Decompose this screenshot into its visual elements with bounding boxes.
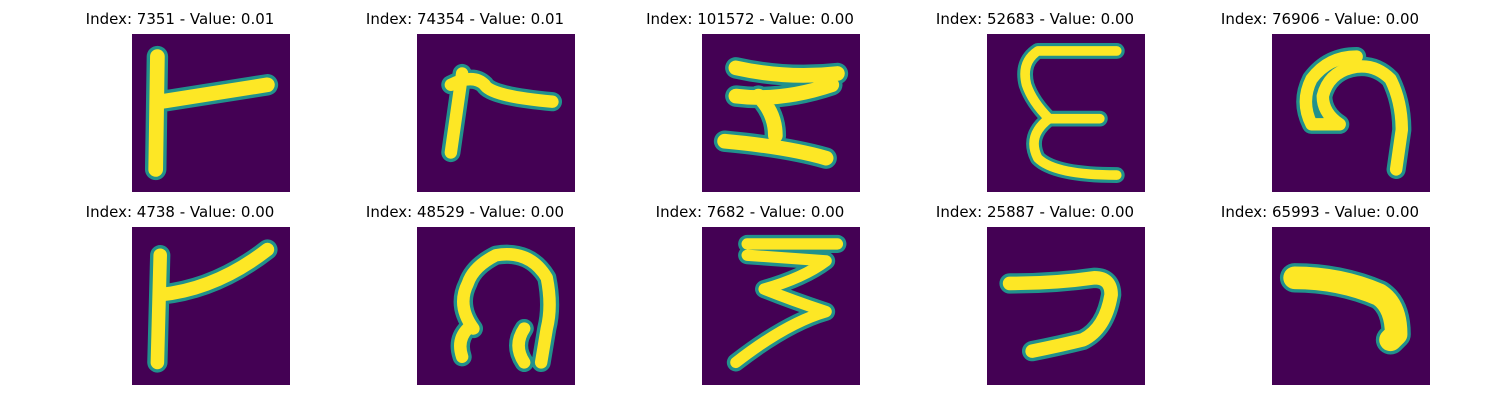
digit-image: [987, 34, 1145, 192]
panel-title: Index: 25887 - Value: 0.00: [935, 203, 1135, 221]
glyph-8: [702, 227, 860, 385]
digit-image: [417, 34, 575, 192]
panel-9: Index: 25887 - Value: 0.00: [885, 193, 1185, 385]
digit-image: [132, 227, 290, 385]
panel-7: Index: 48529 - Value: 0.00: [315, 193, 615, 385]
panel-title: Index: 48529 - Value: 0.00: [365, 203, 565, 221]
glyph-4: [987, 34, 1145, 192]
glyph-10: [1272, 227, 1430, 385]
glyph-9: [987, 227, 1145, 385]
panel-8: Index: 7682 - Value: 0.00: [600, 193, 900, 385]
panel-3: Index: 101572 - Value: 0.00: [600, 0, 900, 192]
digit-image: [1272, 34, 1430, 192]
panel-title: Index: 7351 - Value: 0.01: [85, 10, 275, 28]
panel-2: Index: 74354 - Value: 0.01: [315, 0, 615, 192]
panel-title: Index: 52683 - Value: 0.00: [935, 10, 1135, 28]
panel-title: Index: 76906 - Value: 0.00: [1220, 10, 1420, 28]
glyph-7: [417, 227, 575, 385]
panel-5: Index: 76906 - Value: 0.00: [1170, 0, 1470, 192]
glyph-2: [417, 34, 575, 192]
digit-image: [702, 227, 860, 385]
panel-6: Index: 4738 - Value: 0.00: [30, 193, 330, 385]
panel-title: Index: 101572 - Value: 0.00: [646, 10, 854, 28]
panel-title: Index: 74354 - Value: 0.01: [365, 10, 565, 28]
digit-image: [1272, 227, 1430, 385]
panel-1: Index: 7351 - Value: 0.01: [30, 0, 330, 192]
glyph-5: [1272, 34, 1430, 192]
digit-image: [702, 34, 860, 192]
glyph-1: [132, 34, 290, 192]
digit-image: [417, 227, 575, 385]
panel-10: Index: 65993 - Value: 0.00: [1170, 193, 1470, 385]
digit-image: [132, 34, 290, 192]
panel-title: Index: 4738 - Value: 0.00: [85, 203, 275, 221]
panel-4: Index: 52683 - Value: 0.00: [885, 0, 1185, 192]
digit-image: [987, 227, 1145, 385]
glyph-3: [702, 34, 860, 192]
panel-title: Index: 7682 - Value: 0.00: [655, 203, 845, 221]
glyph-6: [132, 227, 290, 385]
panel-title: Index: 65993 - Value: 0.00: [1220, 203, 1420, 221]
